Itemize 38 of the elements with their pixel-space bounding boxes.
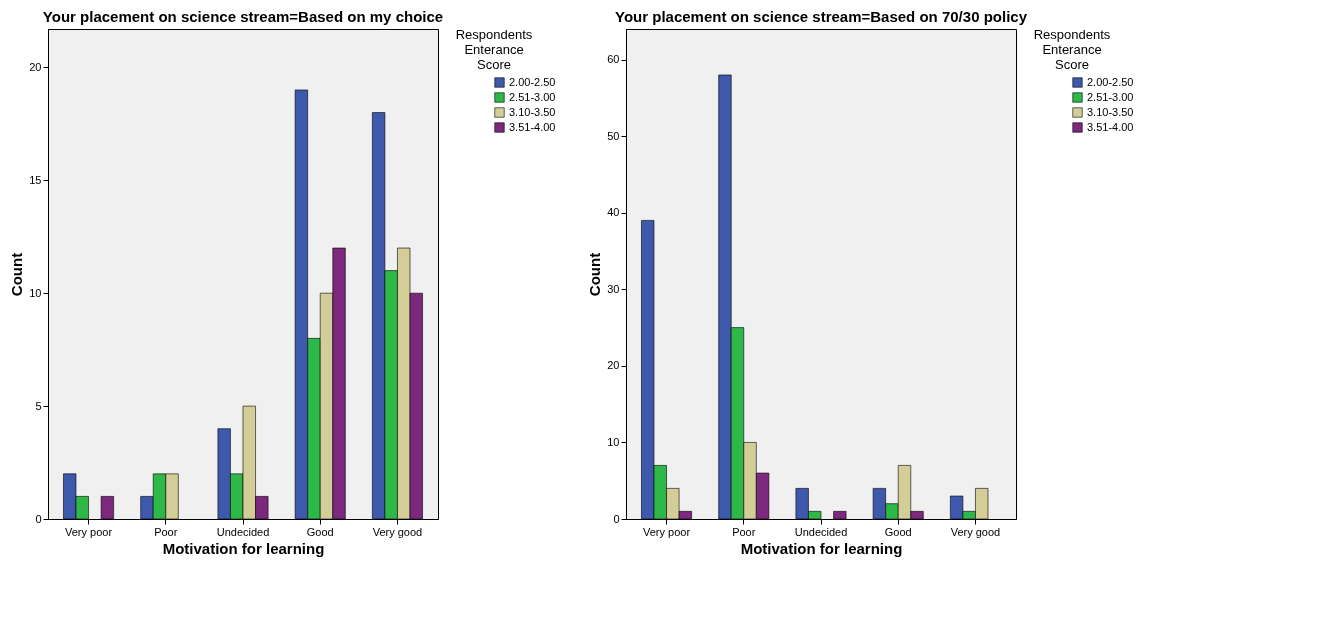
x-tick-label: Good xyxy=(884,525,912,538)
y-axis-title: Count xyxy=(8,252,26,297)
chart-title: Your placement on science stream=Based on my choice xyxy=(42,8,444,25)
y-tick-label: 30 xyxy=(607,282,620,295)
x-tick-label: Undecided xyxy=(794,525,848,538)
y-tick-label: 40 xyxy=(607,206,620,219)
x-tick-label: Good xyxy=(306,525,334,538)
x-axis-title: Motivation for learning xyxy=(162,539,325,557)
y-tick-label: 60 xyxy=(607,53,620,66)
y-tick-label: 0 xyxy=(613,512,620,525)
legend-label: 3.51-4.00 xyxy=(509,120,556,133)
x-tick-label: Very poor xyxy=(643,525,691,538)
legend-label: 2.00-2.50 xyxy=(509,75,556,88)
y-tick-label: 0 xyxy=(35,512,42,525)
legend-title: Respondents Enterance Score xyxy=(1033,27,1111,72)
x-tick-label: Undecided xyxy=(216,525,270,538)
y-tick-label: 10 xyxy=(29,286,42,299)
x-tick-label: Very good xyxy=(950,525,1001,538)
y-tick-label: 20 xyxy=(29,60,42,73)
x-tick-label: Poor xyxy=(732,525,756,538)
legend-label: 2.51-3.00 xyxy=(509,90,556,103)
x-tick-label: Very good xyxy=(372,525,423,538)
x-tick-label: Very poor xyxy=(65,525,113,538)
y-axis-title: Count xyxy=(586,252,604,297)
x-tick-label: Poor xyxy=(154,525,178,538)
y-tick-label: 15 xyxy=(29,173,42,186)
y-tick-label: 20 xyxy=(607,359,620,372)
chart-title: Your placement on science stream=Based on 70/30 policy xyxy=(615,8,1028,25)
legend-label: 2.51-3.00 xyxy=(1087,90,1134,103)
x-axis-title: Motivation for learning xyxy=(740,539,903,557)
legend-label: 2.00-2.50 xyxy=(1087,75,1134,88)
legend-label: 3.10-3.50 xyxy=(509,105,556,118)
legend-label: 3.10-3.50 xyxy=(1087,105,1134,118)
y-tick-label: 10 xyxy=(607,435,620,448)
y-tick-label: 5 xyxy=(35,399,42,412)
y-tick-label: 50 xyxy=(607,129,620,142)
legend-label: 3.51-4.00 xyxy=(1087,120,1134,133)
legend-title: Respondents Enterance Score xyxy=(455,27,533,72)
